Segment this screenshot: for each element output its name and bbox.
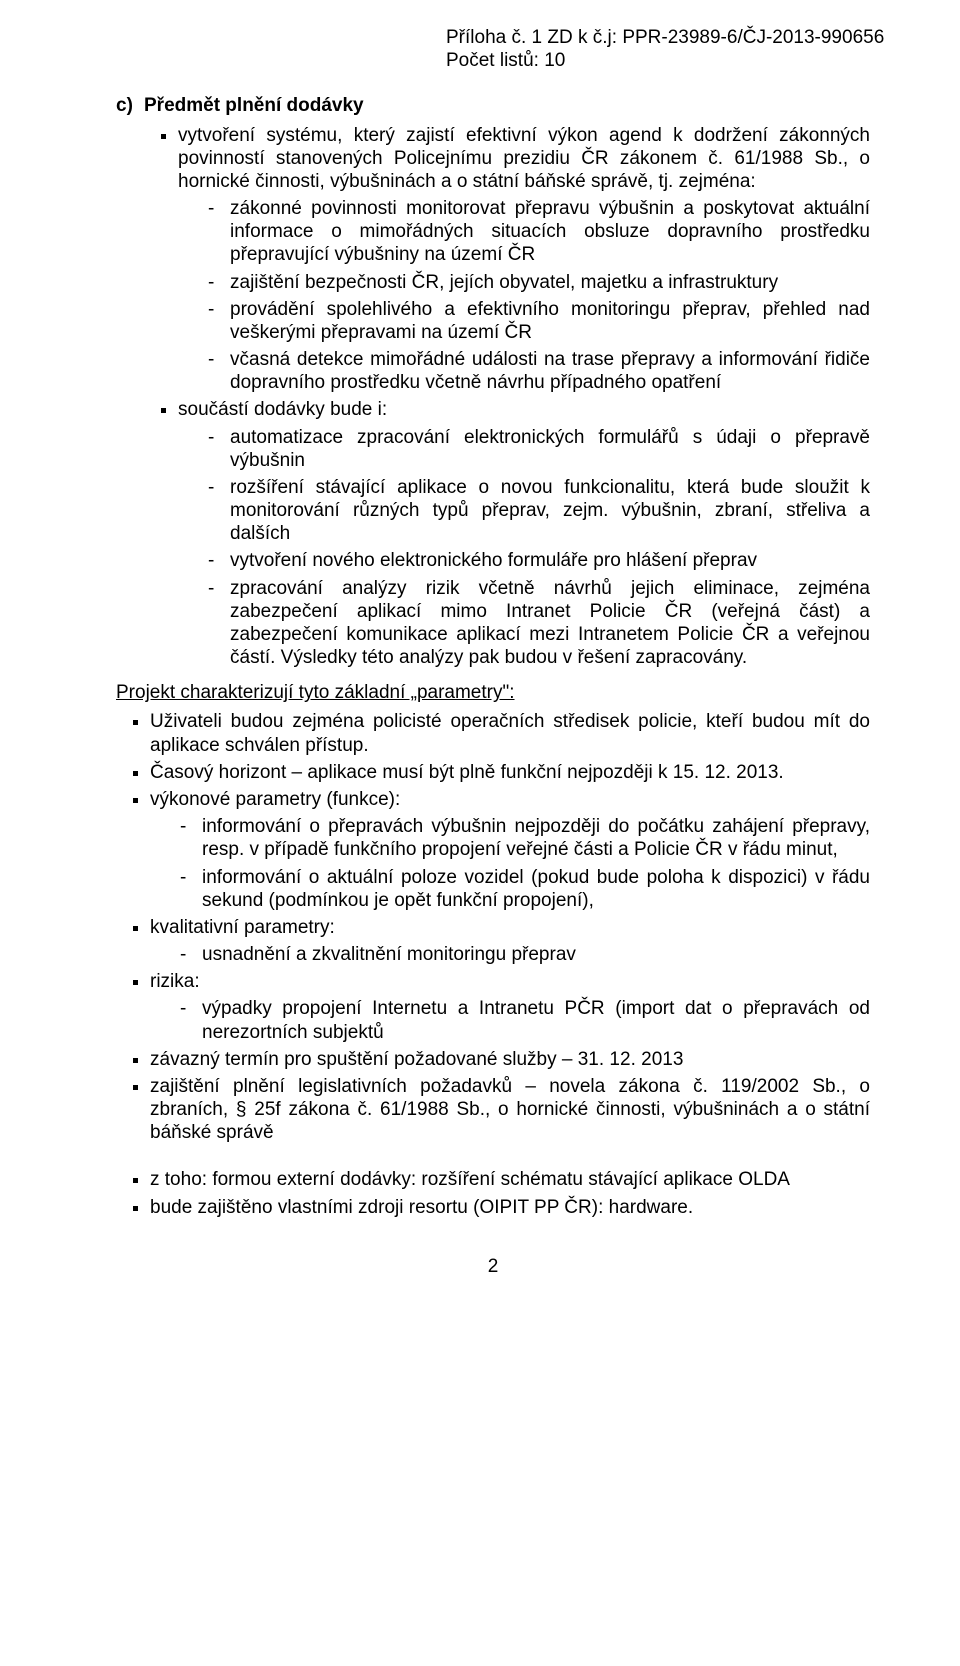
dash-item: rozšíření stávající aplikace o novou fun…: [208, 476, 870, 546]
params-heading: Projekt charakterizují tyto základní „pa…: [116, 682, 515, 703]
bullet-item: kvalitativní parametry: usnadnění a zkva…: [150, 916, 870, 966]
dash-item: informování o aktuální poloze vozidel (p…: [180, 866, 870, 912]
dash-item: usnadnění a zkvalitnění monitoringu přep…: [180, 943, 870, 966]
page: Příloha č. 1 ZD k č.j: PPR-23989-6/ČJ-20…: [0, 0, 960, 1666]
bullet-text: rizika:: [150, 971, 200, 992]
dash-list: usnadnění a zkvalitnění monitoringu přep…: [150, 943, 870, 966]
dash-list: informování o přepravách výbušnin nejpoz…: [150, 815, 870, 912]
bullet-item: Časový horizont – aplikace musí být plně…: [150, 761, 870, 784]
section-c: c) Předmět plnění dodávky vytvoření syst…: [116, 94, 870, 669]
dash-list: výpadky propojení Internetu a Intranetu …: [150, 997, 870, 1043]
header-line-2: Počet listů: 10: [446, 49, 870, 72]
dash-item: provádění spolehlivého a efektivního mon…: [208, 298, 870, 344]
bullet-text: výkonové parametry (funkce):: [150, 789, 400, 810]
section-c-label: c): [116, 94, 133, 117]
bullet-item: z toho: formou externí dodávky: rozšířen…: [150, 1168, 870, 1191]
bullet-text: součástí dodávky bude i:: [178, 399, 387, 420]
params-heading-wrap: Projekt charakterizují tyto základní „pa…: [116, 681, 870, 704]
bullet-item: součástí dodávky bude i: automatizace zp…: [178, 398, 870, 669]
dash-item: zpracování analýzy rizik včetně návrhů j…: [208, 577, 870, 670]
dash-item: informování o přepravách výbušnin nejpoz…: [180, 815, 870, 861]
bullet-item: výkonové parametry (funkce): informování…: [150, 788, 870, 912]
dash-item: zákonné povinnosti monitorovat přepravu …: [208, 197, 870, 267]
bullet-item: vytvoření systému, který zajistí efektiv…: [178, 124, 870, 395]
params-bullets-extra: z toho: formou externí dodávky: rozšířen…: [116, 1168, 870, 1218]
bullet-item: zajištění plnění legislativních požadavk…: [150, 1075, 870, 1145]
page-number: 2: [116, 1255, 870, 1278]
dash-item: automatizace zpracování elektronických f…: [208, 426, 870, 472]
dash-item: včasná detekce mimořádné události na tra…: [208, 348, 870, 394]
header-line-1: Příloha č. 1 ZD k č.j: PPR-23989-6/ČJ-20…: [446, 26, 870, 49]
dash-item: výpadky propojení Internetu a Intranetu …: [180, 997, 870, 1043]
section-c-bullets: vytvoření systému, který zajistí efektiv…: [144, 124, 870, 670]
dash-list: zákonné povinnosti monitorovat přepravu …: [178, 197, 870, 394]
bullet-text: vytvoření systému, který zajistí efektiv…: [178, 125, 870, 192]
bullet-item: bude zajištěno vlastními zdroji resortu …: [150, 1196, 870, 1219]
section-c-title: Předmět plnění dodávky: [144, 94, 870, 117]
bullet-item: závazný termín pro spuštění požadované s…: [150, 1048, 870, 1071]
dash-item: vytvoření nového elektronického formulář…: [208, 549, 870, 572]
page-header: Příloha č. 1 ZD k č.j: PPR-23989-6/ČJ-20…: [446, 26, 870, 72]
params-bullets: Uživateli budou zejména policisté operač…: [116, 710, 870, 1144]
dash-item: zajištění bezpečnosti ČR, jejích obyvate…: [208, 271, 870, 294]
bullet-item: Uživateli budou zejména policisté operač…: [150, 710, 870, 756]
dash-list: automatizace zpracování elektronických f…: [178, 426, 870, 670]
bullet-item: rizika: výpadky propojení Internetu a In…: [150, 970, 870, 1044]
bullet-text: kvalitativní parametry:: [150, 917, 335, 938]
